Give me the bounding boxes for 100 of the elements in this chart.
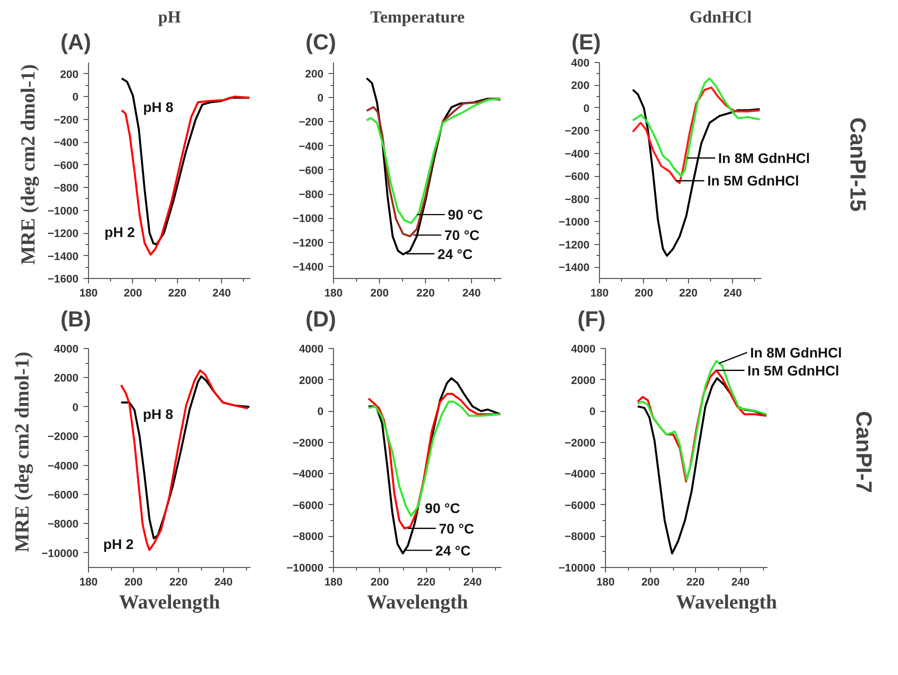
y-tick-label: −400 <box>54 137 79 150</box>
y-tick-label: −400 <box>298 140 324 153</box>
y-tick-label: −600 <box>54 160 79 172</box>
y-tick-label: 200 <box>60 68 79 81</box>
y-tick-label: −600 <box>564 171 590 184</box>
y-tick-label: −4000 <box>48 460 79 472</box>
y-tick-label: −1200 <box>292 237 324 250</box>
x-tick-label: 200 <box>634 288 654 300</box>
y-tick-label: 0 <box>317 92 324 104</box>
x-tick-label: 220 <box>169 576 188 588</box>
text: CanPI-15 <box>846 117 870 212</box>
y-tick-label: −600 <box>298 164 324 177</box>
y-tick-label: 2000 <box>299 374 324 387</box>
y-tick-label: −4000 <box>292 468 324 481</box>
chart-subtitle: Temperature <box>370 8 466 26</box>
x-axis-title: Wavelength <box>366 592 468 614</box>
y-tick-label: −4000 <box>564 468 596 481</box>
x-tick-label: 220 <box>686 576 705 588</box>
x-tick-label: 240 <box>212 288 231 300</box>
x-tick-label: 200 <box>641 576 660 588</box>
x-tick-label: 180 <box>596 576 615 588</box>
y-tick-label: −2000 <box>564 437 596 450</box>
y-tick-label: −6000 <box>564 500 596 512</box>
y-tick-label: −800 <box>564 194 590 206</box>
y-tick-label: 0 <box>317 406 324 418</box>
y-tick-label: 2000 <box>54 372 79 385</box>
y-tick-label: −6000 <box>292 500 324 512</box>
x-axis-title: Wavelength <box>118 592 220 614</box>
x-tick-label: 200 <box>370 576 390 588</box>
y-tick-label: 4000 <box>299 344 324 356</box>
annotation: 70 °C <box>444 227 480 244</box>
y-tick-label: −1400 <box>558 262 590 274</box>
y-tick-label: 0 <box>589 406 596 418</box>
y-tick-label: 2000 <box>571 374 596 387</box>
annotation: 70 °C <box>438 520 474 536</box>
y-tick-label: −2000 <box>292 437 324 450</box>
chart-title: (A) <box>60 30 92 54</box>
x-tick-label: 240 <box>731 576 750 588</box>
chart-title: (E) <box>572 30 601 54</box>
y-tick-label: 200 <box>571 80 590 92</box>
y-tick-label: −200 <box>298 116 324 129</box>
x-tick-label: 180 <box>79 576 98 588</box>
annotation: In 8M GdnHCl <box>718 150 810 166</box>
y-tick-label: −1200 <box>48 228 79 240</box>
y-tick-label: −1400 <box>292 261 324 274</box>
y-tick-label: −6000 <box>48 490 79 502</box>
annotation: pH 8 <box>142 406 174 422</box>
y-axis-title: MRE (deg cm2 dmol-1) <box>11 352 34 552</box>
y-tick-label: −1600 <box>48 274 79 286</box>
annotation: pH 8 <box>143 98 174 115</box>
x-tick-label: 200 <box>370 288 389 300</box>
x-tick-label: 200 <box>124 576 143 588</box>
x-tick-label: 200 <box>124 288 142 300</box>
x-tick-label: 220 <box>417 576 436 588</box>
y-tick-label: −10000 <box>558 562 596 574</box>
annotation: 24 °C <box>435 542 471 558</box>
y-tick-label: −1000 <box>292 213 324 226</box>
y-tick-label: 0 <box>583 102 590 115</box>
chart-subtitle: pH <box>158 8 181 26</box>
text: CanPI-7 <box>852 411 876 493</box>
y-tick-label: −10000 <box>286 562 324 574</box>
annotation: 24 °C <box>437 246 473 262</box>
x-tick-label: 180 <box>324 576 343 588</box>
y-tick-label: −10000 <box>41 548 79 560</box>
y-tick-label: 200 <box>305 68 324 80</box>
y-tick-label: −8000 <box>48 518 79 531</box>
annotation: pH 2 <box>104 224 136 240</box>
y-tick-label: −200 <box>564 126 590 138</box>
x-tick-label: 240 <box>214 576 233 588</box>
x-tick-label: 180 <box>590 288 609 300</box>
y-tick-label: −8000 <box>564 531 596 544</box>
y-tick-label: −400 <box>564 148 590 160</box>
y-tick-label: −2000 <box>48 431 79 444</box>
x-tick-label: 220 <box>416 288 435 300</box>
y-axis-title: MRE (deg cm2 dmol-1) <box>18 64 40 265</box>
chart-title: (F) <box>578 306 606 332</box>
x-tick-label: 180 <box>324 288 343 300</box>
y-tick-label: −1400 <box>48 250 79 263</box>
y-tick-label: −1200 <box>558 239 590 252</box>
annotation: In 8M GdnHCl <box>750 344 842 360</box>
y-tick-label: −800 <box>54 182 79 195</box>
y-tick-label: −200 <box>54 114 79 126</box>
annotation: pH 2 <box>103 536 134 552</box>
y-tick-label: 0 <box>72 92 79 104</box>
y-tick-label: −8000 <box>292 531 324 544</box>
chart-title: (B) <box>60 306 92 332</box>
chart-subtitle: GdnHCl <box>689 8 752 26</box>
y-tick-label: 400 <box>571 58 590 70</box>
y-tick-label: −1000 <box>48 205 79 218</box>
y-tick-label: 4000 <box>54 344 79 356</box>
x-tick-label: 180 <box>79 288 98 300</box>
y-tick-label: −800 <box>298 189 324 202</box>
x-tick-label: 220 <box>679 288 698 300</box>
y-tick-label: 4000 <box>571 344 596 356</box>
annotation: 90 °C <box>448 206 483 223</box>
annotation: In 5M GdnHCl <box>707 172 800 189</box>
chart-title: (C) <box>306 30 336 54</box>
x-axis-title: Wavelength <box>676 592 778 614</box>
line-series <box>120 96 250 256</box>
x-tick-label: 220 <box>168 288 186 300</box>
